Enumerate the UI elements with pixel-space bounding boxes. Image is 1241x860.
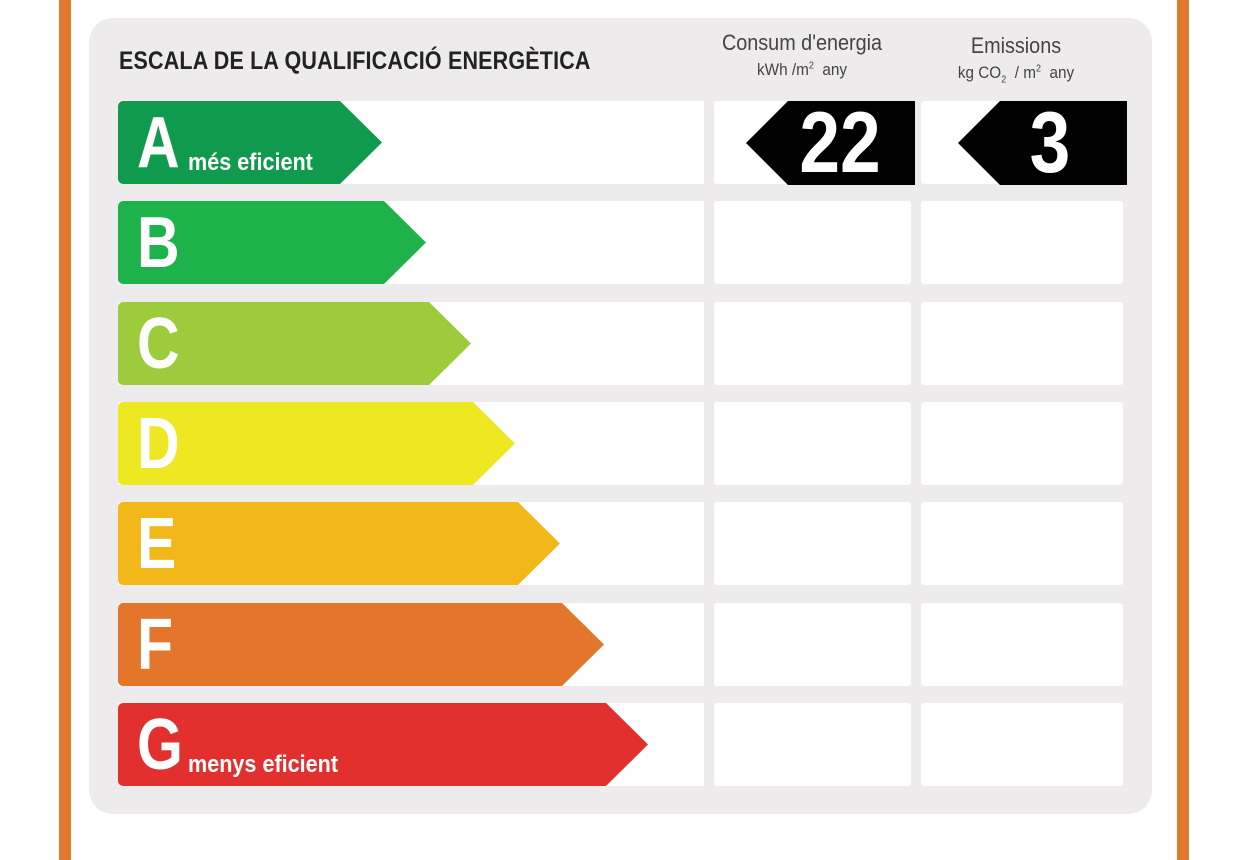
class-letter: E: [137, 504, 177, 584]
emissions-value-flag: [958, 101, 1127, 185]
emissions-cell: [921, 703, 1123, 786]
energy-value-flag: [746, 101, 915, 185]
energy-cell: [714, 302, 911, 385]
emissions-value: 3: [1029, 95, 1071, 191]
class-letter: F: [137, 605, 174, 685]
class-letter: A: [137, 103, 180, 183]
energy-cell: [714, 703, 911, 786]
class-arrow-b: B: [118, 201, 426, 284]
emissions-cell: [921, 201, 1123, 284]
energy-cell: [714, 603, 911, 686]
emissions-header-unit: kg CO2 / m2 any: [957, 63, 1075, 86]
class-sublabel: més eficient: [188, 149, 313, 176]
emissions-cell: [921, 402, 1123, 485]
emissions-cell: [921, 302, 1123, 385]
class-sublabel: menys eficient: [188, 751, 339, 778]
energy-cell: [714, 402, 911, 485]
class-arrow-f: F: [118, 603, 604, 686]
energy-header-unit: kWh /m2 any: [756, 60, 848, 79]
energy-value: 22: [799, 95, 881, 191]
class-arrow-d: D: [118, 402, 515, 485]
chart-title: ESCALA DE LA QUALIFICACIÓ ENERGÈTICA: [119, 47, 591, 75]
energy-column-header: Consum d'energia kWh /m2 any: [712, 30, 892, 80]
energy-cell: [714, 502, 911, 585]
emissions-column-header: Emissions kg CO2 / m2 any: [926, 33, 1106, 85]
emissions-cell: [921, 603, 1123, 686]
energy-cell: [714, 201, 911, 284]
class-letter: B: [137, 203, 180, 283]
emissions-cell: [921, 502, 1123, 585]
energy-header-title: Consum d'energia: [721, 30, 883, 55]
class-arrow-c: C: [118, 302, 471, 385]
class-letter: G: [137, 705, 183, 785]
emissions-header-title: Emissions: [970, 33, 1062, 58]
class-letter: C: [137, 304, 180, 384]
class-arrow-e: E: [118, 502, 560, 585]
class-letter: D: [137, 404, 180, 484]
